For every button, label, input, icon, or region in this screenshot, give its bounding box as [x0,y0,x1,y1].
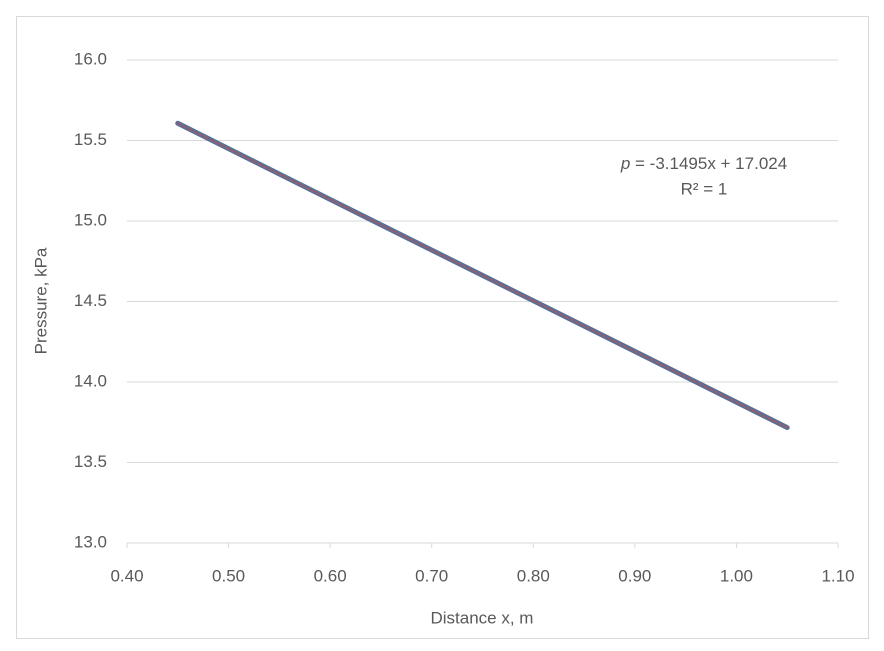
y-tick-label: 14.0 [74,371,107,390]
chart-border [16,16,869,639]
x-tick-label: 0.50 [212,566,245,585]
y-axis-title: Pressure, kPa [31,247,50,354]
equation-variable: p [620,154,630,173]
x-tick-label: 0.40 [110,566,143,585]
x-axis-title: Distance x, m [431,608,534,627]
y-tick-label: 13.5 [74,452,107,471]
x-tick-label: 0.90 [618,566,651,585]
x-tick-label: 0.60 [314,566,347,585]
equation-text: = -3.1495x + 17.024 [630,154,787,173]
r-squared: R² = 1 [681,179,728,198]
y-tick-label: 15.0 [74,210,107,229]
x-tick-label: 0.80 [517,566,550,585]
trendline [177,122,788,429]
x-tick-label: 1.10 [821,566,854,585]
x-tick-label: 0.70 [415,566,448,585]
y-tick-label: 16.0 [74,49,107,68]
y-tick-label: 15.5 [74,130,107,149]
trend-equation: p = -3.1495x + 17.024 [620,154,787,173]
y-tick-label: 13.0 [74,532,107,551]
y-tick-label: 14.5 [74,291,107,310]
x-tick-label: 1.00 [720,566,753,585]
